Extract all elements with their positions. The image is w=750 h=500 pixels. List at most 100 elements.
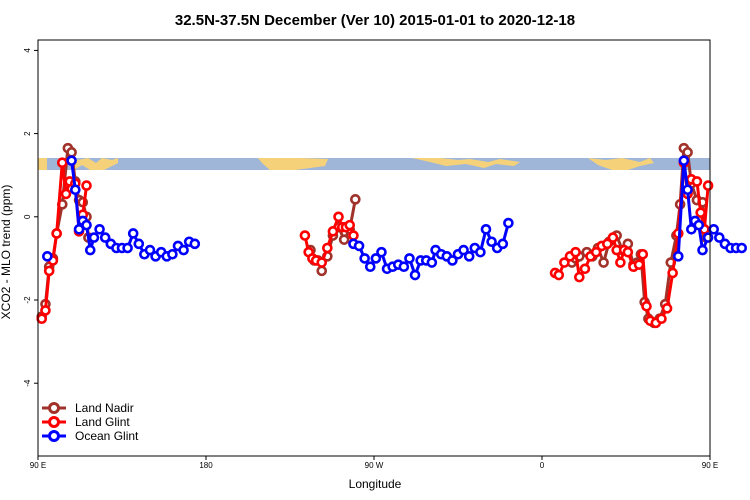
data-point-ocean-glint	[682, 184, 693, 196]
y-tick-label: -2	[23, 296, 32, 304]
data-point-ocean-glint	[133, 238, 145, 250]
data-point-land-glint	[559, 257, 570, 268]
data-point-ocean-glint	[693, 219, 705, 231]
legend-marker-ocean-glint	[48, 430, 60, 442]
x-tick-label: 90 W	[365, 461, 384, 470]
data-point-ocean-glint	[398, 261, 410, 273]
data-point-ocean-glint	[736, 242, 748, 254]
data-point-ocean-glint	[144, 244, 156, 256]
data-point-ocean-glint	[672, 251, 684, 262]
data-point-land-glint	[553, 269, 565, 281]
data-point-ocean-glint	[70, 184, 81, 196]
y-axis-label: XCO2 - MLO trend (ppm)	[0, 185, 13, 320]
legend-marker-land-glint	[48, 416, 60, 428]
data-point-ocean-glint	[127, 228, 139, 239]
data-point-ocean-glint	[714, 232, 725, 243]
data-point-ocean-glint	[463, 251, 475, 262]
data-point-land-glint	[333, 211, 344, 223]
legend-label-land-glint: Land Glint	[75, 415, 130, 429]
data-point-ocean-glint	[353, 240, 365, 252]
data-point-land-glint	[327, 226, 339, 237]
y-tick-label: 0	[23, 214, 32, 219]
data-point-land-nadir	[66, 147, 77, 158]
legend-item-ocean-glint: Ocean Glint	[42, 429, 139, 443]
data-point-land-glint	[656, 313, 667, 325]
y-tick-label: 2	[23, 131, 32, 136]
data-point-ocean-glint	[178, 244, 189, 256]
data-point-land-glint	[633, 259, 645, 270]
data-point-land-glint	[56, 157, 68, 169]
data-point-ocean-glint	[702, 232, 714, 243]
data-point-ocean-glint	[189, 238, 201, 250]
data-point-land-glint	[615, 257, 626, 268]
data-point-land-glint	[40, 305, 51, 316]
x-tick-label: 0	[540, 461, 545, 470]
chart-title: 32.5N-37.5N December (Ver 10) 2015-01-01…	[175, 12, 575, 29]
y-tick-label: -4	[23, 379, 32, 387]
data-point-ocean-glint	[73, 223, 85, 235]
data-point-land-glint	[81, 180, 92, 191]
data-point-ocean-glint	[376, 246, 387, 258]
data-point-ocean-glint	[447, 255, 458, 266]
data-point-ocean-glint	[94, 223, 105, 235]
data-point-land-nadir	[598, 257, 609, 268]
x-axis-label: Longitude	[349, 477, 402, 491]
legend-label-land-nadir: Land Nadir	[75, 401, 134, 415]
data-point-land-glint	[51, 228, 62, 239]
legend-item-land-nadir: Land Nadir	[42, 401, 134, 415]
data-point-ocean-glint	[84, 244, 96, 256]
data-point-land-glint	[570, 246, 581, 258]
data-point-land-glint	[299, 230, 311, 241]
data-point-ocean-glint	[99, 232, 111, 243]
legend: Land Nadir Land Glint Ocean Glint	[42, 401, 139, 443]
x-axis: 90 E 180 90 W 0 90 E	[30, 455, 718, 470]
data-point-ocean-glint	[66, 155, 77, 166]
data-point-land-glint	[622, 246, 634, 258]
data-point-land-glint	[661, 303, 673, 314]
data-point-ocean-glint	[480, 223, 492, 235]
data-point-land-glint	[607, 232, 619, 243]
data-point-land-glint	[36, 313, 48, 325]
data-point-land-glint	[579, 263, 591, 275]
data-point-land-glint	[344, 219, 356, 231]
data-point-ocean-glint	[678, 155, 690, 166]
data-point-ocean-glint	[42, 251, 53, 262]
data-point-ocean-glint	[426, 257, 438, 268]
data-point-ocean-glint	[503, 217, 514, 229]
data-point-land-glint	[641, 300, 652, 312]
data-point-ocean-glint	[364, 261, 376, 273]
x-tick-label: 90 E	[702, 461, 718, 470]
data-point-land-nadir	[338, 234, 350, 245]
x-tick-label: 90 E	[30, 461, 46, 470]
legend-marker-land-nadir	[48, 402, 60, 414]
plot-marks	[36, 142, 748, 329]
data-point-land-glint	[590, 246, 602, 258]
data-point-ocean-glint	[458, 244, 469, 256]
data-point-land-glint	[43, 265, 55, 277]
data-point-ocean-glint	[122, 242, 133, 254]
data-point-land-glint	[695, 207, 706, 218]
data-point-land-glint	[574, 271, 585, 283]
data-point-ocean-glint	[167, 248, 178, 260]
land-mask-band	[38, 158, 710, 170]
data-point-land-glint	[322, 242, 333, 254]
data-point-ocean-glint	[708, 223, 720, 235]
data-point-land-nadir	[682, 147, 693, 158]
y-axis: -4 -2 0 2 4	[23, 40, 39, 456]
data-point-ocean-glint	[686, 223, 697, 235]
data-point-land-glint	[316, 257, 328, 268]
legend-label-ocean-glint: Ocean Glint	[75, 429, 139, 443]
data-point-ocean-glint	[475, 246, 486, 258]
data-point-ocean-glint	[409, 269, 421, 281]
data-point-land-nadir	[350, 194, 361, 205]
data-point-ocean-glint	[370, 253, 382, 264]
legend-item-land-glint: Land Glint	[42, 415, 130, 429]
data-point-land-glint	[637, 248, 649, 260]
y-tick-label: 4	[23, 48, 32, 53]
data-point-land-glint	[348, 230, 359, 241]
land-mask-band-land	[38, 158, 654, 170]
data-point-ocean-glint	[497, 238, 509, 250]
data-point-ocean-glint	[486, 236, 497, 248]
data-point-land-glint	[667, 267, 678, 279]
